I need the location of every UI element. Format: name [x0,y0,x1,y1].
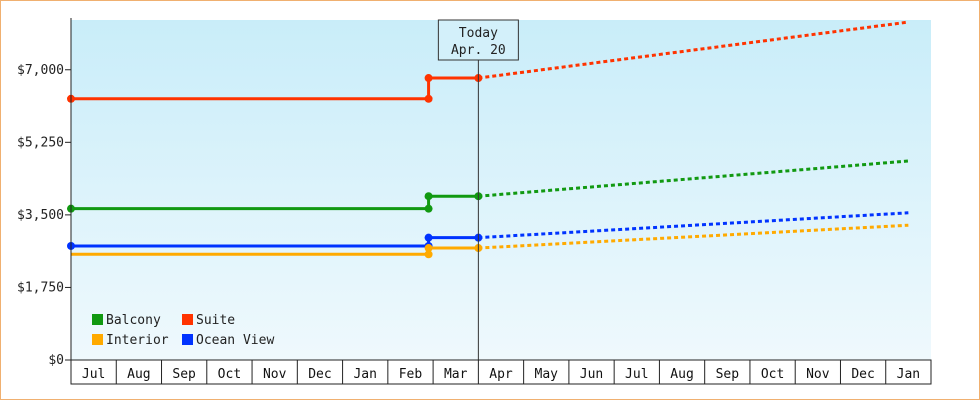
legend: Balcony Suite Interior Ocean View [92,313,274,348]
month-band [70,359,932,385]
month-label: Sep [716,367,740,382]
history-line [71,194,479,211]
month-label: Aug [127,367,150,382]
data-point [424,192,433,201]
legend-label: Ocean View [196,333,274,348]
legend-item-balcony: Balcony [92,313,161,328]
series-balcony [67,159,909,213]
history-line [71,76,479,101]
today-box [437,19,519,61]
y-tick-label: $7,000 [17,63,64,78]
month-label: Apr [489,367,513,382]
today-date: Apr. 20 [451,43,506,58]
series-ocean-view [67,211,909,250]
month-label: Mar [444,367,468,382]
legend-swatch [182,314,193,325]
history-line [71,236,479,248]
data-point [424,74,433,83]
forecast-line [478,159,909,198]
month-label: Oct [218,367,241,382]
legend-label: Balcony [106,313,161,328]
data-point [424,204,433,213]
month-label: Jul [625,367,648,382]
series-layer [67,20,909,259]
month-label: Jul [82,367,105,382]
today-marker: Today Apr. 20 [437,19,519,360]
month-label: Jan [353,367,376,382]
series-suite [67,20,909,103]
axes-layer: $0 $1,750 $3,500 $5,250 $7,000 Jul Aug Sep Oct No… [17,18,932,385]
month-label: Oct [761,367,784,382]
legend-item-ocean-view: Ocean View [182,333,274,348]
legend-item-interior: Interior [92,333,169,348]
forecast-line [478,20,909,80]
y-tick-label: $5,250 [17,135,64,150]
y-tick-label: $0 [48,353,64,368]
y-tick-label: $3,500 [17,208,64,223]
month-label: Aug [670,367,693,382]
legend-swatch [182,334,193,345]
forecast-line [478,211,909,240]
data-point [424,250,433,259]
today-title: Today [459,26,498,41]
month-label: Nov [263,367,287,382]
month-label: May [535,367,559,382]
legend-label: Suite [196,313,235,328]
forecast-line [478,223,909,250]
legend-item-suite: Suite [182,313,235,328]
month-label: Jun [580,367,603,382]
month-label: Sep [172,367,196,382]
month-label: Nov [806,367,830,382]
series-interior [71,223,909,259]
month-label: Dec [308,367,331,382]
legend-label: Interior [106,333,169,348]
legend-swatch [92,314,103,325]
data-point [424,94,433,103]
plot-background [71,20,931,360]
month-label: Feb [399,367,423,382]
y-tick-label: $1,750 [17,280,64,295]
data-point [424,233,433,242]
month-label: Jan [897,367,920,382]
data-point [424,244,433,253]
legend-swatch [92,334,103,345]
month-label: Dec [851,367,874,382]
